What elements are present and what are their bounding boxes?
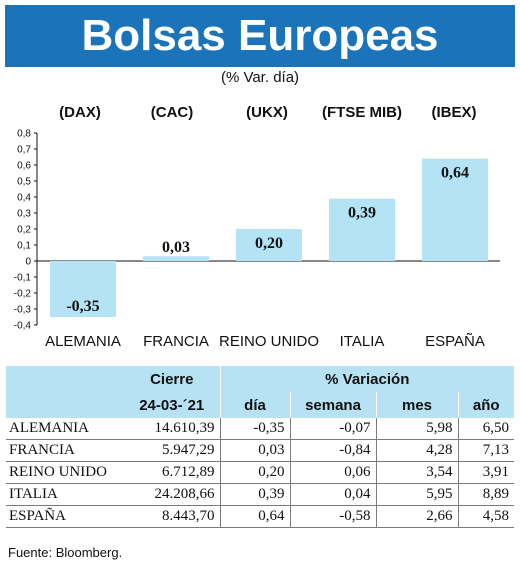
bar <box>329 198 395 261</box>
y-tick-label: -0,1 <box>14 273 32 284</box>
row-cierre: 5.947,29 <box>124 439 220 462</box>
row-anio: 8,89 <box>457 483 515 506</box>
data-table: Cierre % Variación 24-03-´21 día semana … <box>6 366 515 528</box>
bar <box>50 261 116 317</box>
table-row: FRANCIA 5.947,29 0,03 -0,84 4,28 7,13 <box>6 439 515 462</box>
bar-value-label: -0,35 <box>66 298 99 315</box>
index-label-ukx: (UKX) <box>246 104 288 121</box>
index-label-ftse-mib: (FTSE MIB) <box>322 104 402 121</box>
category-label: ITALIA <box>340 333 385 350</box>
y-tick-label: -0,4 <box>14 321 32 332</box>
row-dia: 0,20 <box>219 461 290 484</box>
row-dia: 0,64 <box>219 505 290 528</box>
bar-chart: 0,8 0,7 0,6 0,5 0,4 0,3 0,2 0,1 0 -0,1 -0,2 -0,3 -0,… <box>14 129 500 350</box>
table-header-variacion: % Variación <box>219 366 515 392</box>
bar <box>236 229 302 261</box>
row-name: ALEMANIA <box>6 418 124 440</box>
category-label: FRANCIA <box>143 333 209 350</box>
table-subheader-anio: año <box>457 392 515 418</box>
row-dia: -0,35 <box>219 418 290 440</box>
index-label-ibex: (IBEX) <box>431 104 477 121</box>
row-semana: -0,58 <box>289 505 376 528</box>
bar <box>422 158 488 261</box>
row-anio: 4,58 <box>457 505 515 528</box>
chart-subtitle: (% Var. día) <box>220 69 300 86</box>
row-name: REINO UNIDO <box>6 461 124 484</box>
row-mes: 4,28 <box>375 439 458 462</box>
y-tick-label: -0,2 <box>14 289 32 300</box>
y-tick-label: 0,6 <box>17 161 31 172</box>
index-label-dax: (DAX) <box>59 104 101 121</box>
y-tick-label: 0,4 <box>17 193 31 204</box>
table-subheader-blank <box>6 392 124 418</box>
row-mes: 2,66 <box>375 505 458 528</box>
table-header-blank <box>6 366 124 392</box>
table-row: ITALIA 24.208,66 0,39 0,04 5,95 8,89 <box>6 483 515 506</box>
y-tick-label: -0,3 <box>14 305 32 316</box>
bar <box>143 256 209 261</box>
row-semana: -0,07 <box>289 418 376 440</box>
table-subheader-semana: semana <box>289 392 376 418</box>
row-anio: 6,50 <box>457 418 515 440</box>
table-subheader-dia: día <box>219 392 290 418</box>
bar-value-label: 0,03 <box>162 239 190 256</box>
bar-value-label: 0,20 <box>255 235 283 252</box>
bar-value-label: 0,64 <box>441 165 469 182</box>
table-row: ESPAÑA 8.443,70 0,64 -0,58 2,66 4,58 <box>6 505 515 528</box>
row-mes: 3,54 <box>375 461 458 484</box>
y-tick-label: 0,5 <box>17 177 31 188</box>
row-semana: 0,04 <box>289 483 376 506</box>
bar-value-label: 0,39 <box>348 205 376 222</box>
chart-title: Bolsas Europeas <box>5 5 515 67</box>
y-tick-label: 0,8 <box>17 129 31 140</box>
table-subheader-date: 24-03-´21 <box>124 392 220 418</box>
row-anio: 3,91 <box>457 461 515 484</box>
row-dia: 0,39 <box>219 483 290 506</box>
row-anio: 7,13 <box>457 439 515 462</box>
row-semana: 0,06 <box>289 461 376 484</box>
table-subheader-mes: mes <box>375 392 458 418</box>
table-header-row: Cierre % Variación <box>6 366 515 392</box>
category-label: ESPAÑA <box>425 333 485 350</box>
row-dia: 0,03 <box>219 439 290 462</box>
row-cierre: 8.443,70 <box>124 505 220 528</box>
row-cierre: 14.610,39 <box>124 418 220 440</box>
table-row: REINO UNIDO 6.712,89 0,20 0,06 3,54 3,91 <box>6 461 515 484</box>
category-label: ALEMANIA <box>45 333 121 350</box>
row-name: FRANCIA <box>6 439 124 462</box>
row-name: ESPAÑA <box>6 505 124 528</box>
row-mes: 5,98 <box>375 418 458 440</box>
y-tick-label: 0,7 <box>17 145 31 156</box>
row-mes: 5,95 <box>375 483 458 506</box>
y-tick-label: 0,2 <box>17 225 31 236</box>
source-note: Fuente: Bloomberg. <box>8 545 123 560</box>
table-row: ALEMANIA 14.610,39 -0,35 -0,07 5,98 6,50 <box>6 418 515 440</box>
row-cierre: 24.208,66 <box>124 483 220 506</box>
row-name: ITALIA <box>6 483 124 506</box>
y-tick-label: 0 <box>25 257 31 268</box>
row-semana: -0,84 <box>289 439 376 462</box>
category-label: REINO UNIDO <box>219 333 319 350</box>
table-header-cierre: Cierre <box>124 366 220 392</box>
row-cierre: 6.712,89 <box>124 461 220 484</box>
y-tick-label: 0,1 <box>17 241 31 252</box>
index-label-cac: (CAC) <box>150 104 194 121</box>
y-tick-label: 0,3 <box>17 209 31 220</box>
table-subheader-row: 24-03-´21 día semana mes año <box>6 392 515 418</box>
